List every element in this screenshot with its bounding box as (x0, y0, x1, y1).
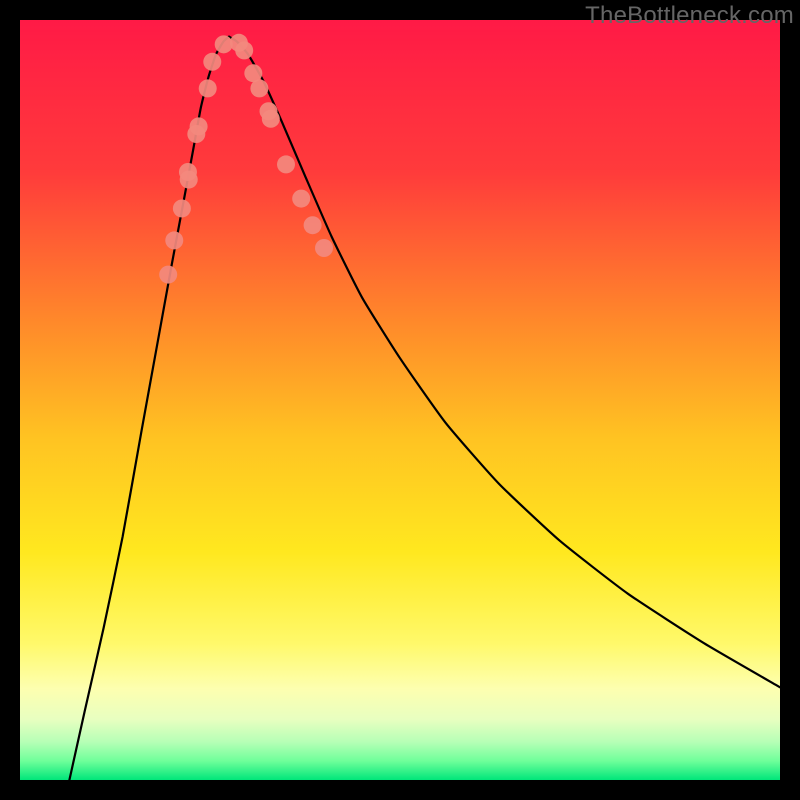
data-marker (179, 163, 197, 181)
data-marker (165, 231, 183, 249)
data-marker (173, 199, 191, 217)
data-marker (190, 117, 208, 135)
data-marker (215, 35, 233, 53)
data-marker (199, 79, 217, 97)
chart-stage: TheBottleneck.com (0, 0, 800, 800)
data-marker (235, 41, 253, 59)
data-marker (262, 110, 280, 128)
data-marker (292, 190, 310, 208)
data-marker (304, 216, 322, 234)
watermark-text: TheBottleneck.com (585, 2, 794, 30)
bottleneck-chart (0, 0, 800, 800)
data-marker (159, 266, 177, 284)
gradient-background (20, 20, 780, 780)
data-marker (250, 79, 268, 97)
data-marker (315, 239, 333, 257)
data-marker (203, 53, 221, 71)
data-marker (277, 155, 295, 173)
